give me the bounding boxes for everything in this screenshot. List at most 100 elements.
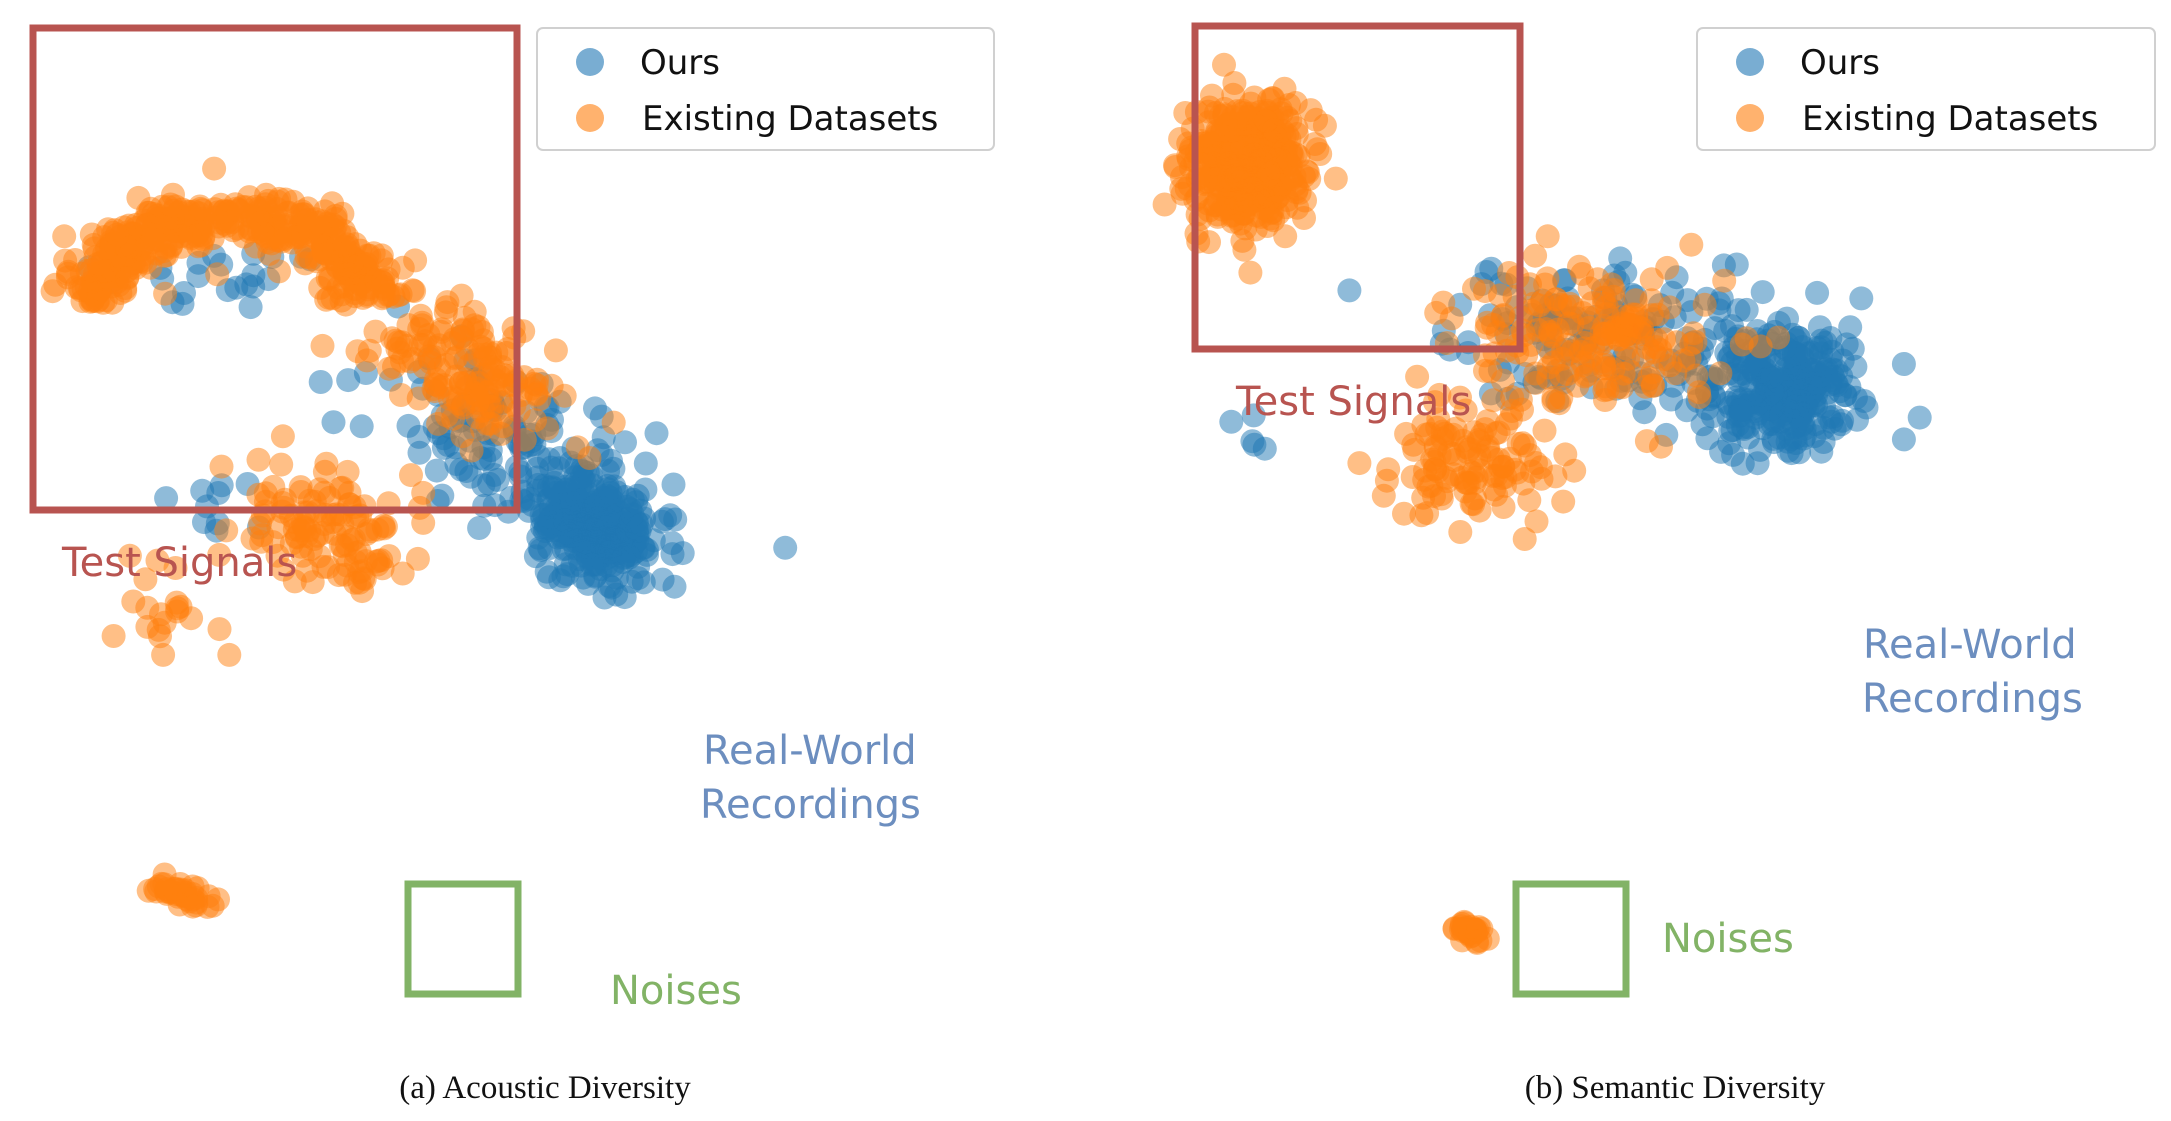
scatter-point-existing <box>1152 192 1177 217</box>
scatter-point-existing <box>1232 237 1257 262</box>
noises-label: Noises <box>1662 916 1794 962</box>
scatter-point-existing <box>1692 292 1717 317</box>
scatter-point-existing <box>565 435 590 460</box>
scatter-point-existing <box>1562 458 1587 483</box>
scatter-point-existing <box>163 556 188 580</box>
scatter-point-ours <box>1760 364 1785 389</box>
scatter-point-existing <box>145 548 170 573</box>
scatter-point-existing <box>206 887 230 912</box>
scatter-point-ours <box>349 414 374 439</box>
scatter-points-acoustic <box>40 156 798 919</box>
scatter-point-existing <box>386 330 411 355</box>
scatter-point-existing <box>71 277 96 302</box>
scatter-point-existing <box>343 549 368 574</box>
scatter-point-existing <box>1581 335 1606 360</box>
scatter-point-existing <box>314 287 339 312</box>
scatter-point-existing <box>1540 324 1565 349</box>
scatter-point-ours <box>594 489 619 514</box>
scatter-point-existing <box>1473 279 1497 304</box>
scatter-point-existing <box>115 266 140 291</box>
scatter-point-ours <box>626 566 651 591</box>
scatter-point-existing <box>40 279 65 304</box>
scatter-point-existing <box>138 255 163 280</box>
scatter-point-existing <box>1708 361 1733 386</box>
scatter-point-ours <box>661 472 686 497</box>
scatter-point-existing <box>55 261 80 286</box>
scatter-point-ours <box>583 396 607 421</box>
scatter-point-existing <box>1163 153 1187 178</box>
scatter-point-existing <box>354 522 379 547</box>
scatter-point-existing <box>478 355 503 379</box>
scatter-point-existing <box>1430 426 1455 451</box>
scatter-point-ours <box>321 410 346 435</box>
scatter-point-ours <box>662 574 687 599</box>
scatter-point-existing <box>343 284 368 309</box>
scatter-point-existing <box>377 282 402 307</box>
scatter-point-existing <box>117 543 142 568</box>
scatter-point-existing <box>543 338 568 363</box>
scatter-point-existing <box>1238 260 1263 285</box>
scatter-point-existing <box>1429 482 1454 507</box>
scatter-point-existing <box>136 878 161 903</box>
scatter-point-existing <box>1481 388 1506 413</box>
scatter-point-existing <box>1497 446 1522 471</box>
scatter-point-existing <box>1448 385 1472 410</box>
scatter-point-existing <box>1481 464 1506 489</box>
scatter-point-ours <box>1849 286 1874 311</box>
scatter-point-existing <box>314 451 339 476</box>
scatter-point-existing <box>1681 321 1706 346</box>
scatter-point-ours <box>190 478 215 503</box>
scatter-point-ours <box>1807 315 1832 340</box>
scatter-point-existing <box>305 210 330 235</box>
scatter-point-existing <box>427 356 451 381</box>
scatter-point-existing <box>1394 421 1419 446</box>
scatter-point-ours <box>641 528 666 553</box>
scatter-point-existing <box>1639 288 1664 313</box>
scatter-point-ours <box>154 486 179 511</box>
scatter-point-existing <box>1532 418 1557 443</box>
real-world-label: Real-World <box>1863 622 2077 668</box>
scatter-point-existing <box>523 408 547 433</box>
scatter-point-ours <box>597 540 622 564</box>
real-world-label: Real-World <box>703 728 917 774</box>
scatter-point-existing <box>246 447 271 472</box>
scatter-point-existing <box>1173 101 1198 125</box>
scatter-point-ours <box>534 559 559 584</box>
scatter-point-ours <box>1730 397 1755 422</box>
scatter-point-existing <box>451 392 476 417</box>
scatter-point-existing <box>280 230 305 255</box>
scatter-point-ours <box>424 458 449 483</box>
scatter-point-existing <box>288 475 313 500</box>
scatter-point-existing <box>151 642 176 667</box>
scatter-point-existing <box>1535 224 1560 249</box>
scatter-point-existing <box>377 356 401 381</box>
scatter-point-existing <box>411 480 436 505</box>
scatter-point-existing <box>1687 380 1711 405</box>
scatter-point-existing <box>1283 91 1308 115</box>
scatter-point-existing <box>52 224 77 249</box>
scatter-point-existing <box>269 452 294 477</box>
scatter-point-ours <box>569 464 594 489</box>
noises-box <box>1512 880 1630 998</box>
scatter-point-existing <box>1448 520 1473 544</box>
scatter-point-existing <box>1485 320 1510 345</box>
scatter-point-ours <box>1834 332 1859 357</box>
scatter-point-existing <box>450 424 475 449</box>
scatter-point-existing <box>1576 305 1601 330</box>
scatter-point-existing <box>1304 107 1329 132</box>
scatter-point-existing <box>552 383 577 408</box>
scatter-point-ours <box>1769 403 1794 427</box>
scatter-point-ours <box>525 478 550 503</box>
scatter-point-existing <box>449 283 474 308</box>
scatter-point-existing <box>1595 302 1620 327</box>
scatter-point-existing <box>209 454 234 479</box>
scatter-point-existing <box>310 333 335 358</box>
scatter-point-existing <box>488 372 513 397</box>
scatter-points-semantic <box>1152 52 1932 955</box>
scatter-point-ours <box>1252 436 1277 461</box>
scatter-point-existing <box>1527 293 1552 318</box>
scatter-point-existing <box>164 590 189 615</box>
scatter-point-existing <box>347 570 372 595</box>
scatter-point-existing <box>1500 385 1525 410</box>
scatter-point-ours <box>660 531 685 556</box>
